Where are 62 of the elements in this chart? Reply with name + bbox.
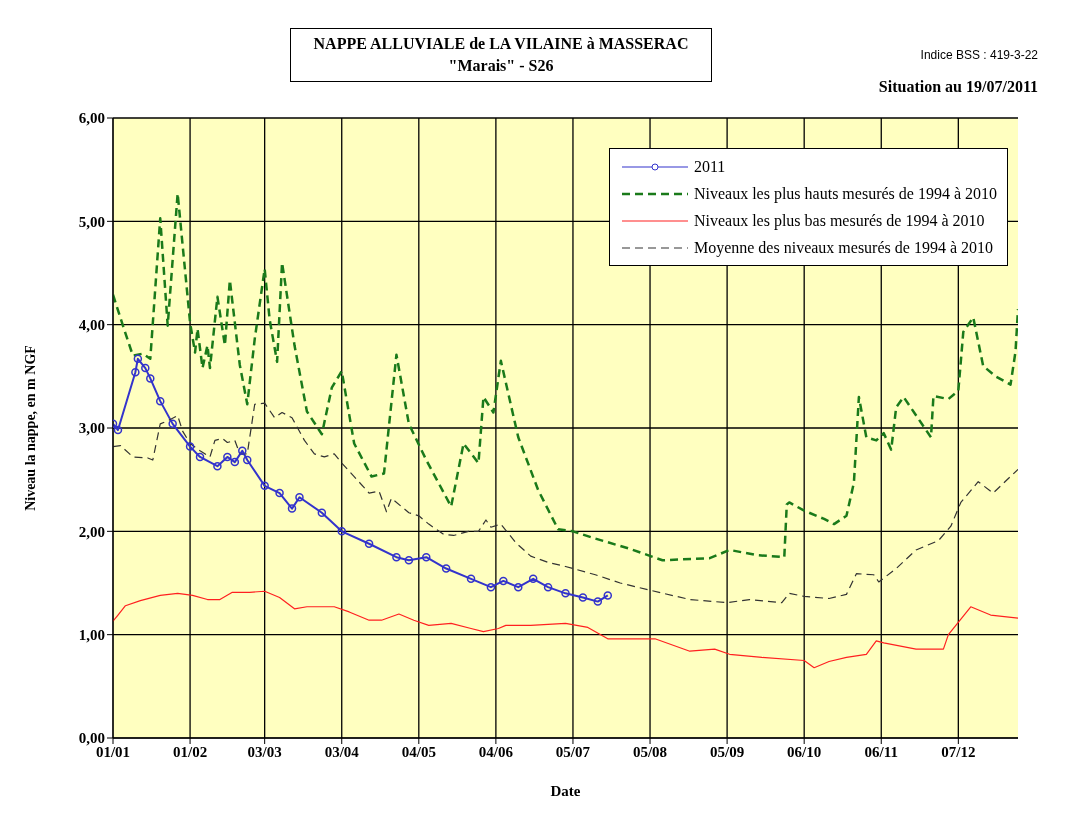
x-tick-label: 04/06 bbox=[478, 743, 514, 760]
legend-label: Niveaux les plus hauts mesurés de 1994 à 2010 bbox=[693, 184, 997, 205]
y-axis-title: Niveau la nappe, en m NGF bbox=[22, 345, 38, 511]
point bbox=[295, 492, 304, 502]
point bbox=[275, 488, 284, 498]
point bbox=[337, 527, 346, 536]
y-tick-label: 1,00 bbox=[78, 626, 105, 643]
legend-label: Moyenne des niveaux mesurés de 1994 à 2010 bbox=[693, 238, 993, 259]
point bbox=[146, 374, 155, 383]
x-tick-label: 03/04 bbox=[324, 743, 360, 760]
point bbox=[195, 452, 205, 462]
point bbox=[392, 552, 401, 562]
point bbox=[603, 591, 613, 600]
x-tick-label: 05/09 bbox=[710, 743, 745, 760]
x-tick-label: 04/05 bbox=[401, 743, 436, 760]
x-tick-label: 03/03 bbox=[247, 743, 282, 760]
point bbox=[578, 593, 588, 602]
legend-label: Niveaux les plus bas mesurés de 1994 à 2010 bbox=[693, 211, 985, 232]
point bbox=[404, 556, 414, 565]
x-axis-title: Date bbox=[550, 783, 581, 799]
point bbox=[223, 452, 232, 462]
text: Indice BSS : 419-3-22 bbox=[920, 48, 1038, 62]
x-tick-label: 06/10 bbox=[787, 743, 822, 760]
point bbox=[141, 363, 150, 373]
point bbox=[287, 504, 297, 513]
point bbox=[528, 574, 538, 584]
point bbox=[113, 425, 123, 435]
point bbox=[499, 576, 508, 586]
point bbox=[185, 442, 195, 451]
point bbox=[422, 552, 431, 562]
chart-title: NAPPE ALLUVIALE de LA VILAINE à MASSERAC bbox=[312, 34, 690, 54]
point bbox=[238, 446, 247, 455]
y-tick-label: 5,00 bbox=[78, 213, 105, 230]
x-tick-label: 01/02 bbox=[172, 743, 208, 760]
y-tick-label: 3,00 bbox=[78, 420, 105, 437]
point bbox=[364, 539, 374, 548]
x-tick-label: 07/12 bbox=[941, 743, 976, 760]
point bbox=[133, 354, 143, 364]
x-tick-label: 05/07 bbox=[555, 743, 591, 760]
point bbox=[260, 481, 269, 491]
point bbox=[213, 461, 222, 471]
point bbox=[131, 367, 140, 377]
x-tick-label: 06/11 bbox=[864, 743, 898, 760]
chart-subtitle: "Marais" - S26 bbox=[447, 56, 555, 76]
point bbox=[486, 582, 496, 592]
point bbox=[466, 574, 476, 584]
x-tick-label: 05/08 bbox=[632, 743, 668, 760]
point bbox=[561, 589, 570, 598]
text: Situation au 19/07/2011 bbox=[878, 78, 1038, 96]
y-tick-label: 2,00 bbox=[78, 523, 105, 540]
legend-label: 2011 bbox=[693, 157, 726, 177]
y-tick-label: 4,00 bbox=[78, 316, 105, 333]
point bbox=[593, 597, 603, 606]
y-tick-label: 6,00 bbox=[78, 110, 105, 127]
point bbox=[155, 396, 165, 406]
point bbox=[230, 457, 240, 467]
point bbox=[441, 564, 451, 573]
point bbox=[243, 455, 252, 465]
point bbox=[543, 582, 553, 592]
point bbox=[317, 508, 327, 517]
point bbox=[168, 419, 177, 429]
point bbox=[514, 582, 523, 592]
